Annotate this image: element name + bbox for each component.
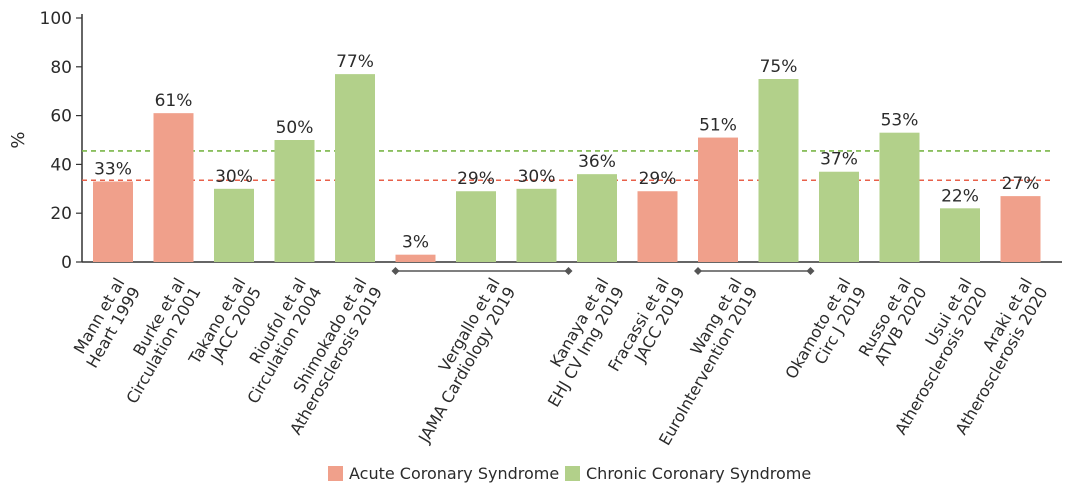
y-axis-title: % (8, 131, 29, 148)
bar-value-label: 30% (215, 167, 253, 187)
bar-value-label: 77% (336, 52, 374, 72)
bar-value-label: 3% (402, 233, 429, 253)
bar (456, 191, 496, 262)
bar-value-label: 33% (94, 159, 132, 179)
bar-value-label: 37% (820, 150, 858, 170)
bar (758, 79, 799, 262)
legend-label: Acute Coronary Syndrome (349, 464, 559, 483)
bar (1000, 196, 1041, 262)
legend-item: Chronic Coronary Syndrome (565, 464, 811, 483)
bar-value-label: 30% (518, 167, 556, 187)
bar-value-label: 75% (760, 57, 798, 77)
y-tick-label: 80 (50, 58, 72, 78)
bar-value-label: 51% (699, 116, 737, 136)
bar (153, 113, 194, 262)
bar-value-label: 36% (578, 152, 616, 172)
group-brackets (391, 267, 815, 275)
legend-swatch (328, 466, 343, 481)
legend: Acute Coronary Syndrome Chronic Coronary … (328, 464, 811, 483)
bar-value-label: 29% (639, 169, 677, 189)
bar (879, 132, 920, 262)
bar (577, 174, 617, 262)
bar (274, 140, 315, 262)
group-bracket-end (391, 267, 400, 275)
bar (395, 254, 436, 262)
bar (637, 191, 678, 262)
bar (819, 171, 859, 262)
legend-item: Acute Coronary Syndrome (328, 464, 559, 483)
y-tick-label: 100 (40, 9, 72, 29)
y-tick-label: 0 (61, 253, 72, 273)
bar (335, 74, 375, 263)
y-tick-label: 60 (50, 107, 72, 127)
bar (516, 188, 557, 262)
bar-value-label: 53% (881, 111, 919, 131)
y-tick-label: 20 (50, 204, 72, 224)
bar (93, 181, 133, 262)
bar-value-label: 27% (1002, 174, 1040, 194)
bar-value-label: 29% (457, 169, 495, 189)
bar (214, 188, 254, 262)
y-tick-label: 40 (50, 155, 72, 175)
bar (940, 208, 980, 262)
category-label-line: JAMA Cardiology 2019 (414, 284, 519, 447)
bar-value-label: 61% (155, 91, 193, 111)
legend-swatch (565, 466, 580, 481)
group-bracket-end (806, 267, 815, 275)
bar-value-label: 50% (276, 118, 314, 138)
value-labels: 33% 61% 30% 50% 77% 3% 29% 30% 36% 29% 51% 75% 37% 53… (94, 52, 1039, 253)
group-bracket-end (694, 267, 702, 275)
bar-value-label: 22% (941, 186, 979, 206)
bar (698, 137, 738, 262)
legend-label: Chronic Coronary Syndrome (586, 464, 811, 483)
group-bracket-end (564, 267, 573, 275)
bars (93, 74, 1041, 263)
